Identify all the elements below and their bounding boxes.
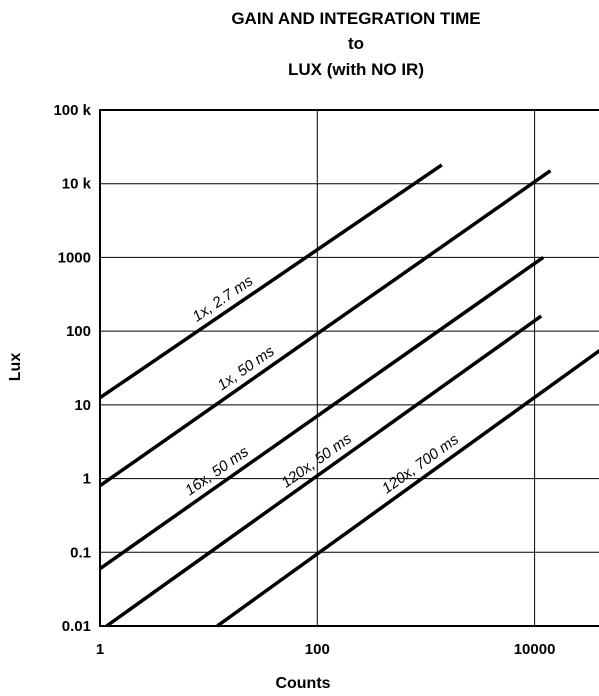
chart-title-line-3: LUX (with NO IR): [288, 60, 424, 79]
chart-title-line-1: GAIN AND INTEGRATION TIME: [231, 9, 480, 28]
y-tick-label-3: 10: [74, 397, 91, 414]
y-tick-labels: 0.01 0.1 1 10 100 1000 10 k 100 k: [53, 102, 91, 635]
y-tick-label-5: 1000: [58, 249, 91, 266]
x-axis-label: Counts: [275, 675, 330, 692]
series-line-4: [216, 348, 599, 628]
plot-frame: [99, 109, 599, 627]
y-tick-label-1: 0.1: [70, 544, 91, 561]
x-tick-label-1: 100: [305, 641, 330, 658]
y-tick-label-7: 100 k: [53, 102, 91, 119]
x-tick-labels: 1 100 10000: [96, 641, 556, 658]
series-line-0: [99, 163, 443, 400]
series-lines: [98, 163, 599, 628]
series-line-1: [98, 169, 552, 488]
y-axis-label: Lux: [7, 353, 24, 382]
x-tick-label-2: 10000: [514, 641, 556, 658]
x-tick-label-0: 1: [96, 641, 104, 658]
series-line-2: [98, 255, 545, 571]
series-label-4: 120x, 700 ms: [379, 431, 462, 498]
y-tick-label-6: 10 k: [62, 176, 92, 193]
y-tick-label-2: 1: [83, 471, 91, 488]
y-tick-label-0: 0.01: [62, 618, 91, 635]
series-line-3: [105, 314, 543, 628]
chart-title: GAIN AND INTEGRATION TIME to LUX (with N…: [231, 9, 480, 79]
chart-title-line-2: to: [348, 34, 364, 53]
y-tick-label-4: 100: [66, 323, 91, 340]
